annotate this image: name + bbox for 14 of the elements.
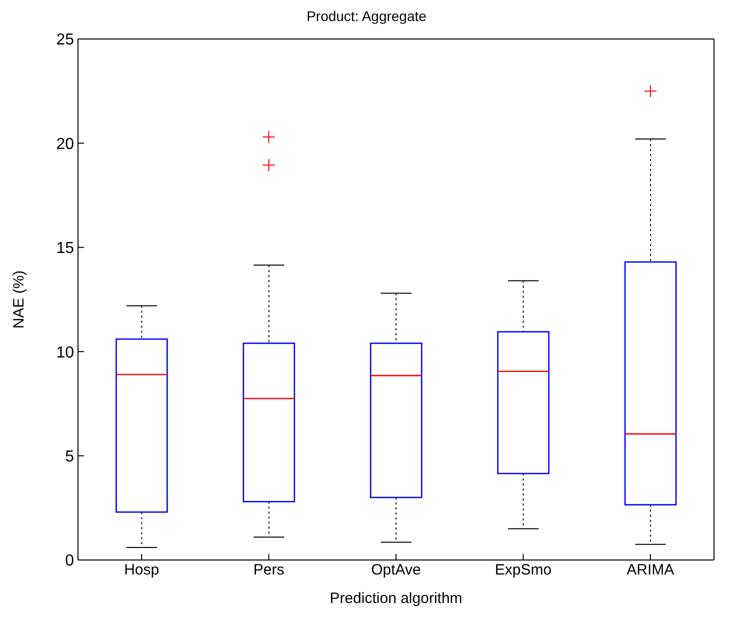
y-tick-label: 15 bbox=[56, 240, 74, 258]
y-tick-label: 20 bbox=[56, 136, 74, 153]
x-tick-label: ExpSmo bbox=[494, 562, 552, 579]
x-tick-label: OptAve bbox=[371, 562, 421, 579]
chart-title: Product: Aggregate bbox=[306, 8, 428, 26]
y-tick-label: 5 bbox=[65, 448, 74, 466]
x-tick-label: Hosp bbox=[124, 562, 160, 579]
x-tick-label: Pers bbox=[253, 562, 284, 579]
y-tick-label: 25 bbox=[56, 32, 74, 49]
x-axis-title: Prediction algorithm bbox=[330, 590, 462, 607]
y-tick-label: 0 bbox=[65, 552, 74, 570]
y-tick-label: 10 bbox=[56, 344, 74, 362]
x-tick-label: ARIMA bbox=[626, 562, 674, 579]
y-axis-title: NAE (%) bbox=[10, 270, 28, 329]
